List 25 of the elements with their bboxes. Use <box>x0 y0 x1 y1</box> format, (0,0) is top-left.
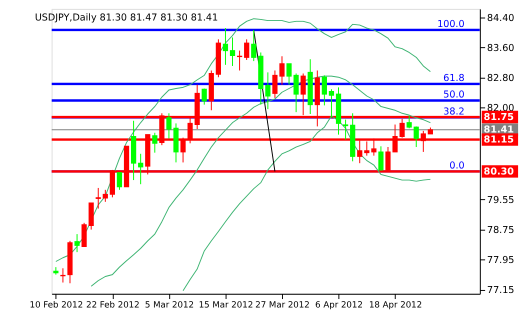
y-tick-label: 83.60 <box>487 42 514 54</box>
y-tick-label: 82.00 <box>487 102 514 114</box>
ref-line-label: 81.41 <box>484 124 514 136</box>
ref-line-label: 81.75 <box>484 112 514 123</box>
annotation: 50.0 <box>443 90 465 101</box>
annotation: 61.8 <box>443 73 465 84</box>
x-tick-label: 10 Feb 2012 <box>30 300 84 311</box>
ref-line-label: 80.30 <box>484 166 514 178</box>
x-tick-label: 15 Mar 2012 <box>198 300 254 311</box>
annotation: 0.0 <box>449 160 465 172</box>
y-tick-label: 82.80 <box>487 72 514 84</box>
y-tick-label: 77.15 <box>487 284 514 296</box>
annotation: 38.2 <box>443 106 465 118</box>
y-tick-label: 79.55 <box>487 194 514 206</box>
annotation: 100.0 <box>437 19 465 30</box>
x-tick-label: 22 Feb 2012 <box>86 300 140 311</box>
chart-title: USDJPY,Daily 81.30 81.47 81.30 81.41 <box>34 12 218 24</box>
y-tick-label: 77.95 <box>487 254 514 266</box>
y-tick-label: 84.40 <box>487 12 514 24</box>
y-tick-label: 78.75 <box>487 224 514 236</box>
ref-line-label: 81.15 <box>484 134 514 146</box>
x-tick-label: 5 Mar 2012 <box>144 300 194 311</box>
x-tick-label: 27 Mar 2012 <box>255 300 310 311</box>
x-tick-label: 18 Apr 2012 <box>368 300 422 311</box>
x-tick-label: 6 Apr 2012 <box>315 300 363 311</box>
